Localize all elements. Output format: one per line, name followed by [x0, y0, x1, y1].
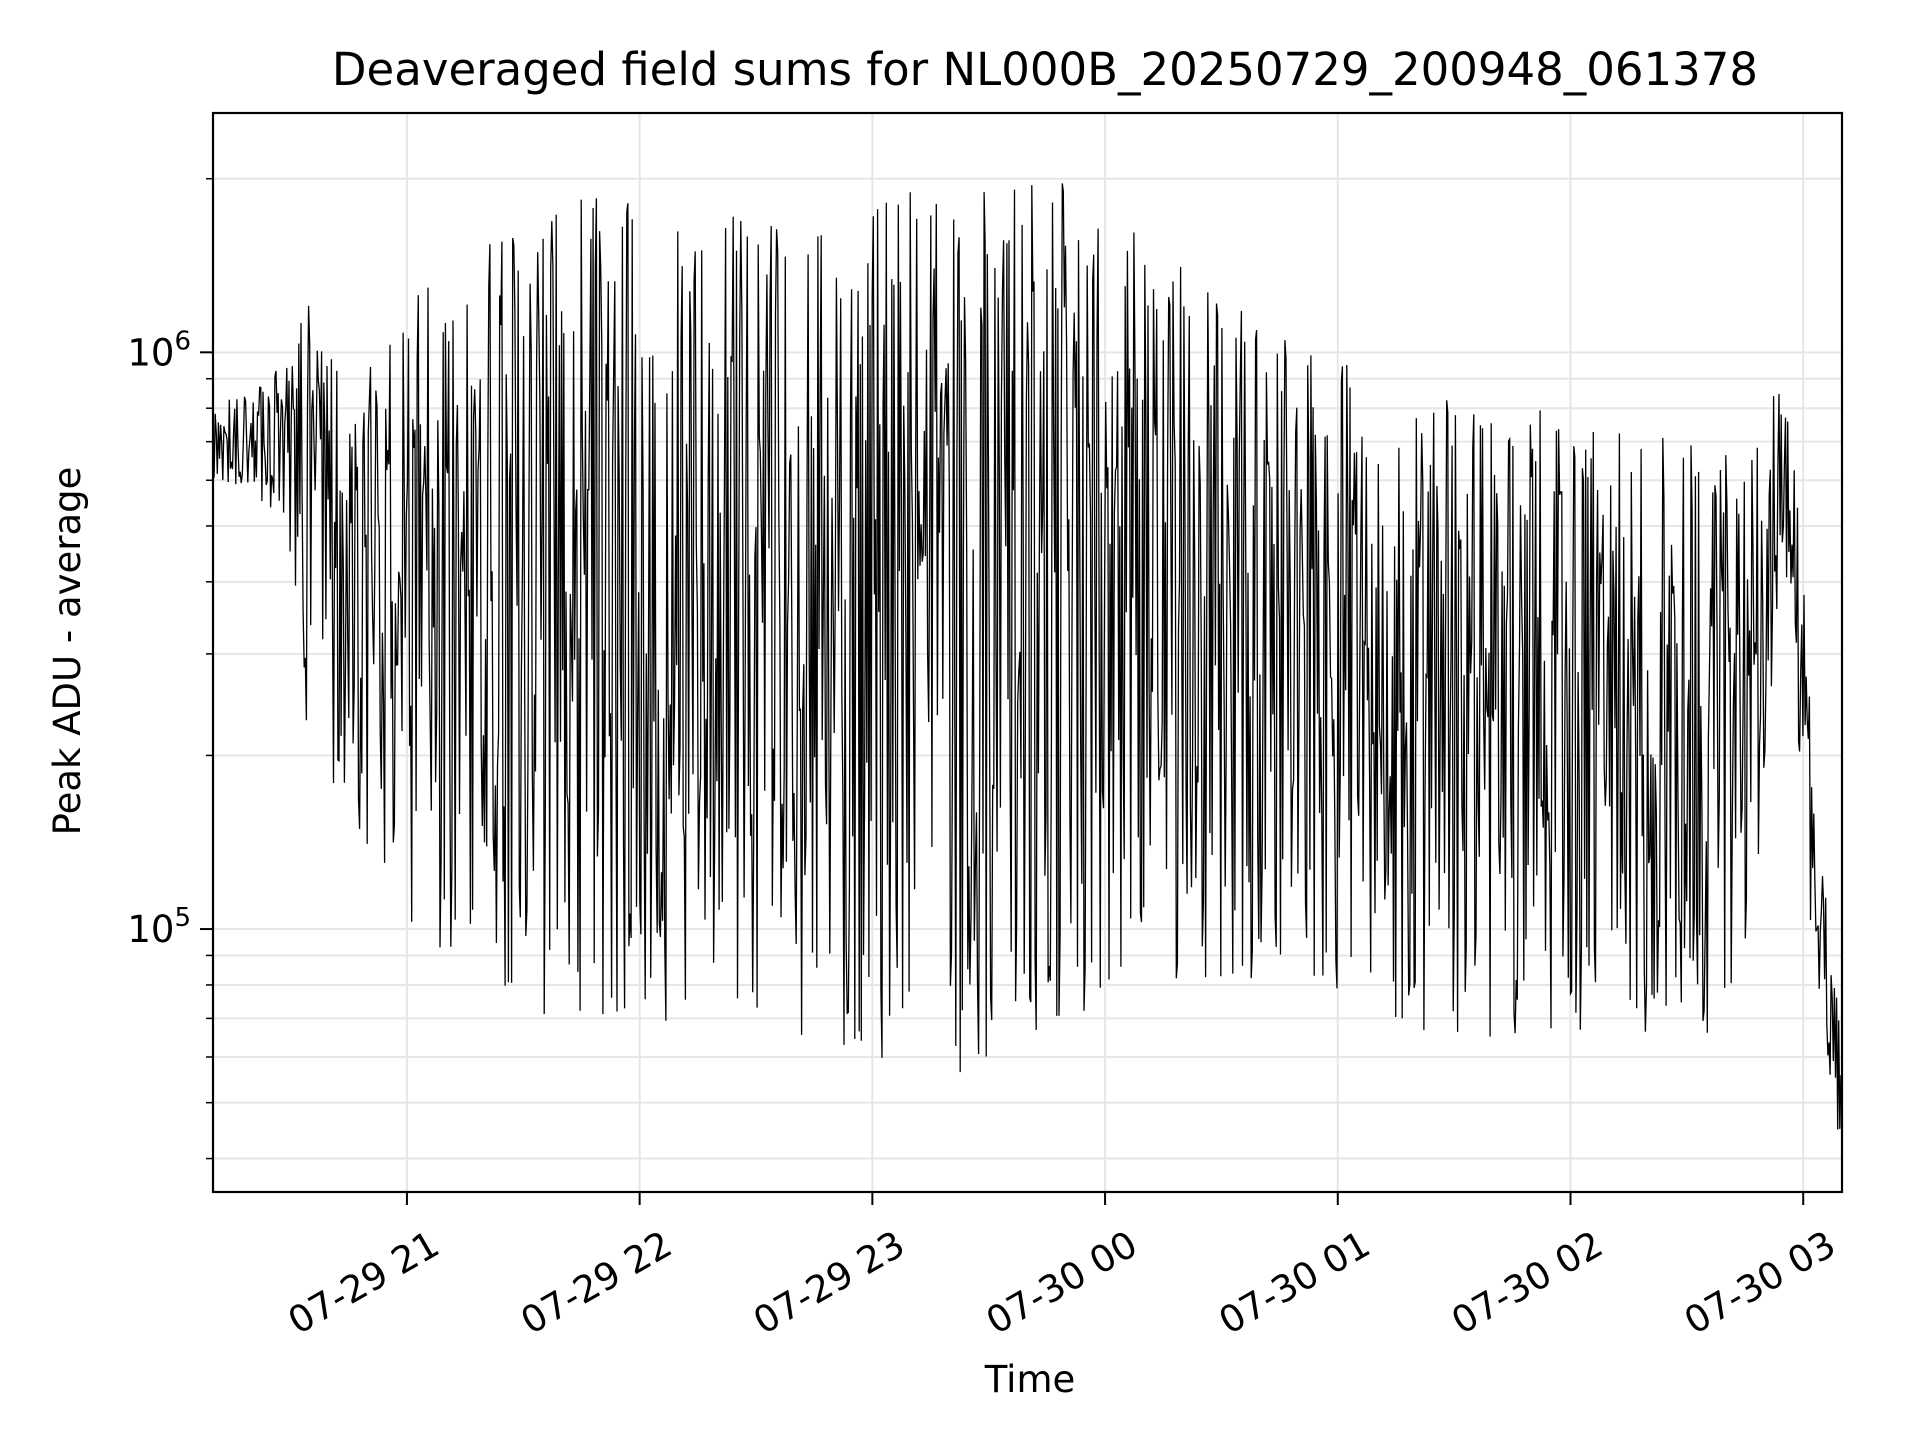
- plot-area: [213, 183, 1842, 1130]
- grid-lines: [213, 113, 1842, 1192]
- y-axis-label: Peak ADU - average: [46, 467, 89, 836]
- series-line: [213, 183, 1842, 1130]
- x-tick-label: 07-29 21: [281, 1223, 447, 1343]
- x-axis-ticks: 07-29 21 07-29 22 07-29 23 07-30 00 07-30 01…: [281, 1192, 1843, 1343]
- x-tick-label: 07-30 02: [1444, 1223, 1610, 1343]
- chart-title: Deaveraged field sums for NL000B_2025072…: [332, 43, 1758, 96]
- x-axis-label: Time: [984, 1358, 1076, 1401]
- x-tick-label: 07-30 03: [1677, 1223, 1843, 1343]
- y-tick-label: 105: [127, 903, 191, 951]
- x-tick-label: 07-29 22: [514, 1223, 680, 1343]
- x-tick-label: 07-30 01: [1212, 1223, 1378, 1343]
- plot-frame: [211, 111, 1844, 1194]
- y-axis-ticks: 106 105: [127, 177, 213, 1160]
- x-tick-label: 07-30 00: [979, 1223, 1145, 1343]
- x-tick-label: 07-29 23: [746, 1223, 912, 1343]
- y-tick-label: 106: [127, 326, 191, 374]
